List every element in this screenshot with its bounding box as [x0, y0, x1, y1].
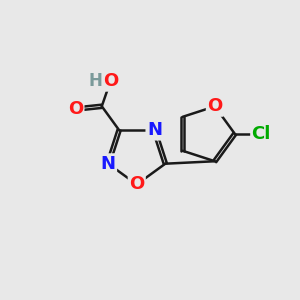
Text: O: O — [207, 98, 223, 116]
Text: N: N — [101, 155, 116, 173]
Text: H: H — [89, 72, 103, 90]
Text: Cl: Cl — [252, 125, 271, 143]
Text: O: O — [129, 176, 144, 194]
Text: O: O — [68, 100, 83, 118]
Text: N: N — [147, 121, 162, 139]
Text: O: O — [103, 72, 118, 90]
